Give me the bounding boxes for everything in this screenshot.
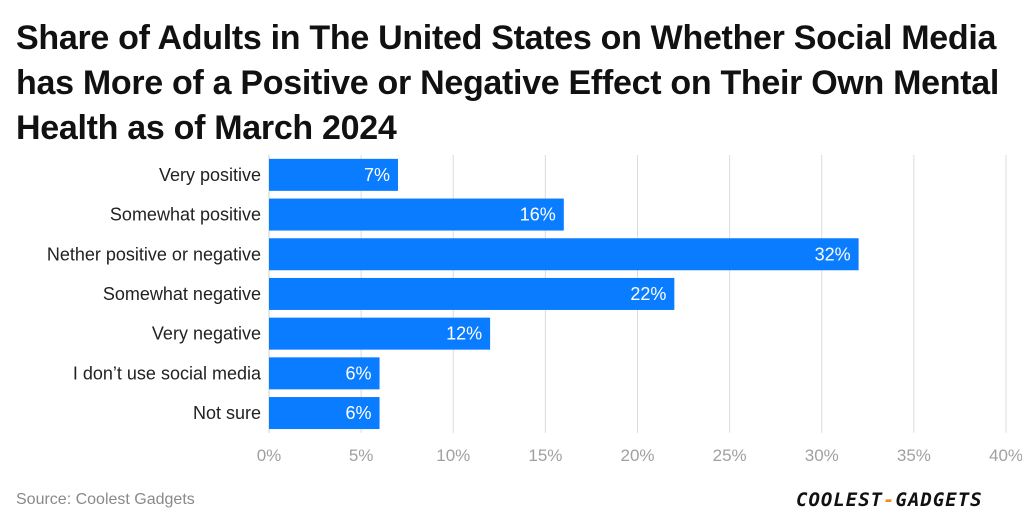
logo-separator: -	[883, 489, 896, 511]
source-note: Source: Coolest Gadgets	[16, 491, 195, 508]
labels: 0% 5% 10% 15% 20% 25% 30% 35% 40% Very positive 7%…	[47, 165, 1022, 465]
category-label: Very positive	[159, 165, 261, 185]
bar	[269, 397, 380, 430]
category-label: Somewhat negative	[103, 284, 261, 304]
category-label: Not sure	[193, 403, 261, 423]
bar	[269, 357, 380, 390]
bar	[269, 238, 859, 271]
value-label: 32%	[815, 244, 851, 264]
x-tick-label: 40%	[989, 446, 1022, 465]
x-tick-label: 5%	[349, 446, 374, 465]
x-tick-label: 20%	[620, 446, 654, 465]
category-label: Nether positive or negative	[47, 244, 261, 264]
logo-word-2: GADGETS	[895, 489, 983, 511]
chart-title: Share of Adults in The United States on …	[16, 19, 1000, 147]
x-tick-label: 0%	[257, 446, 282, 465]
x-tick-label: 15%	[528, 446, 562, 465]
bar	[269, 158, 398, 191]
value-label: 16%	[520, 205, 556, 225]
x-tick-label: 35%	[897, 446, 931, 465]
value-label: 12%	[446, 324, 482, 344]
x-tick-label: 30%	[805, 446, 839, 465]
category-label: I don’t use social media	[73, 363, 262, 383]
value-label: 6%	[346, 363, 372, 383]
value-label: 7%	[364, 165, 390, 185]
brand-logo: COOLEST-GADGETS	[796, 489, 983, 511]
logo-word-1: COOLEST	[796, 489, 884, 511]
category-label: Very negative	[152, 324, 261, 344]
x-tick-label: 10%	[436, 446, 470, 465]
bar	[269, 277, 675, 310]
bar	[269, 317, 491, 350]
bar	[269, 198, 564, 231]
category-label: Somewhat positive	[110, 205, 261, 225]
x-tick-label: 25%	[713, 446, 747, 465]
value-label: 6%	[346, 403, 372, 423]
value-label: 22%	[630, 284, 666, 304]
bars	[269, 158, 859, 430]
